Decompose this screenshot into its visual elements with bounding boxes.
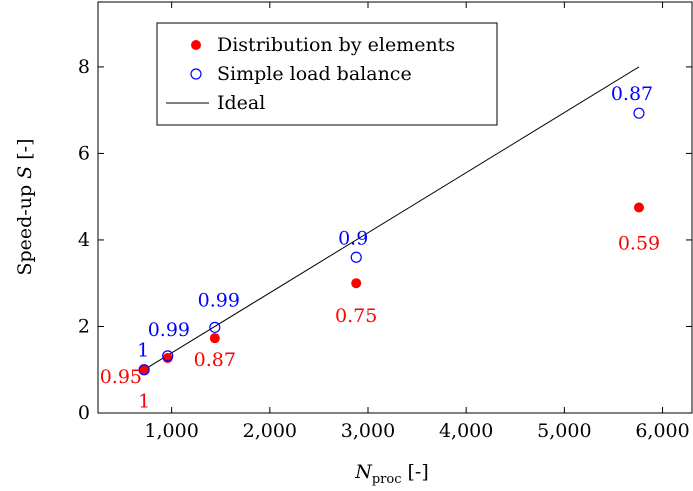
point-distribution: [139, 364, 150, 375]
y-tick-label: 4: [78, 229, 90, 251]
x-axis-symbol: N: [354, 461, 373, 483]
point-simple: [209, 321, 221, 333]
data-label-distribution: 0.75: [335, 305, 377, 327]
point-simple: [162, 350, 174, 362]
data-label-simple: 1: [137, 340, 149, 362]
legend-label-simple: Simple load balance: [217, 63, 412, 85]
point-simple: [350, 251, 362, 263]
data-label-distribution: 0.59: [618, 233, 660, 255]
y-axis-label: Speed-up S [-]: [14, 138, 36, 275]
x-tick-label: 3,000: [341, 420, 395, 442]
y-axis-symbol: S: [14, 166, 36, 179]
data-label-simple: 0.99: [148, 319, 190, 341]
x-tick-label: 2,000: [243, 420, 297, 442]
axis-ticks: 1,000 2,000 3,000 4,000 5,000 6,000 0 2 4 6 8: [78, 2, 692, 442]
y-tick-label: 2: [78, 315, 90, 337]
data-label-distribution: 0.87: [194, 349, 236, 371]
y-axis-unit: [-]: [14, 138, 36, 165]
point-distribution: [351, 278, 362, 289]
legend-label-distribution: Distribution by elements: [217, 34, 455, 56]
ideal-line-layer: [143, 66, 640, 371]
legend-box: [156, 22, 498, 126]
point-distribution: [209, 333, 220, 344]
x-tick-label: 4,000: [439, 420, 493, 442]
y-tick-label: 0: [78, 402, 90, 424]
x-axis-label: Nproc [-]: [354, 461, 429, 487]
y-tick-label: 8: [78, 56, 90, 78]
legend: Distribution by elements Simple load bal…: [156, 22, 498, 126]
y-tick-label: 6: [78, 142, 90, 164]
legend-label-ideal: Ideal: [217, 92, 265, 114]
x-tick-label: 5,000: [537, 420, 591, 442]
x-axis-subscript: proc: [372, 472, 402, 487]
data-label-distribution: 1: [138, 391, 150, 413]
point-simple: [138, 364, 150, 376]
data-label-simple: 0.99: [198, 289, 240, 311]
data-label-simple: 0.87: [611, 83, 653, 105]
x-axis-unit: [-]: [401, 461, 428, 483]
data-label-distribution: 0.95: [100, 366, 142, 388]
y-axis-prefix: Speed-up: [14, 179, 36, 276]
data-points-layer: [138, 107, 645, 376]
x-tick-label: 6,000: [635, 420, 689, 442]
legend-marker-simple: [190, 68, 202, 80]
point-distribution: [633, 202, 644, 213]
x-tick-label: 1,000: [144, 420, 198, 442]
point-distribution: [162, 353, 173, 364]
data-label-simple: 0.9: [338, 227, 368, 249]
legend-marker-distribution: [191, 40, 201, 50]
plot-frame: [97, 1, 693, 414]
ideal-line: [143, 66, 640, 371]
point-simple: [633, 107, 645, 119]
